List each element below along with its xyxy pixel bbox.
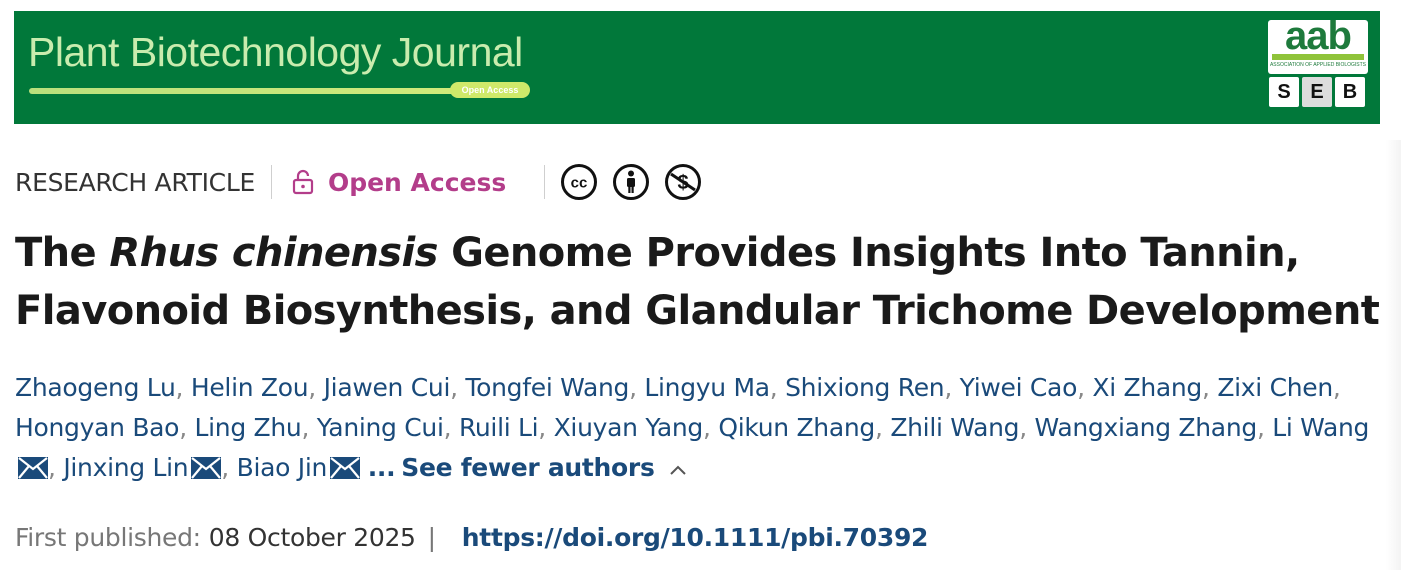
author-link[interactable]: Zhaogeng Lu bbox=[15, 373, 176, 402]
seb-letter-b: B bbox=[1335, 77, 1365, 107]
aab-logo[interactable]: aab ASSOCIATION OF APPLIED BIOLOGISTS bbox=[1268, 14, 1368, 74]
author-separator: , bbox=[1077, 373, 1085, 402]
author-link[interactable]: Xi Zhang bbox=[1092, 373, 1202, 402]
open-access-tag: Open Access bbox=[450, 82, 530, 98]
publication-divider: | bbox=[427, 523, 436, 552]
author-separator: , bbox=[1202, 373, 1210, 402]
author-link[interactable]: Yiwei Cao bbox=[959, 373, 1078, 402]
author-separator: , bbox=[450, 373, 458, 402]
author-link[interactable]: Helin Zou bbox=[190, 373, 309, 402]
author-separator: , bbox=[1019, 413, 1027, 442]
author-list: Zhaogeng Lu, Helin Zou, Jiawen Cui, Tong… bbox=[15, 368, 1395, 491]
non-commercial-icon[interactable]: $ bbox=[664, 163, 702, 201]
chevron-up-icon[interactable] bbox=[669, 448, 687, 488]
author-separator: , bbox=[443, 413, 452, 442]
meta-divider bbox=[270, 165, 272, 199]
author-separator: , bbox=[301, 413, 310, 442]
author-link[interactable]: Ling Zhu bbox=[194, 413, 302, 442]
author-separator: , bbox=[538, 413, 546, 442]
title-prefix: The bbox=[15, 230, 110, 276]
article-type: RESEARCH ARTICLE bbox=[15, 167, 255, 197]
author-names: Zhaogeng Lu, Helin Zou, Jiawen Cui, Tong… bbox=[15, 373, 1341, 442]
author-separator: , bbox=[308, 373, 316, 402]
author-separator: , bbox=[221, 453, 229, 482]
author-separator: , bbox=[1332, 373, 1341, 402]
cc-icon[interactable]: cc bbox=[560, 163, 598, 201]
author-link[interactable]: Biao Jin bbox=[236, 453, 328, 482]
aab-logo-subtitle: ASSOCIATION OF APPLIED BIOLOGISTS bbox=[1269, 62, 1367, 68]
open-access-label[interactable]: Open Access bbox=[327, 167, 507, 197]
right-edge-shadow bbox=[1386, 140, 1401, 570]
aab-logo-bar bbox=[1272, 54, 1364, 60]
publication-date: 08 October 2025 bbox=[208, 523, 416, 552]
author-link[interactable]: Xiuyan Yang bbox=[553, 413, 704, 442]
seb-logo[interactable]: S E B bbox=[1269, 77, 1365, 107]
svg-text:cc: cc bbox=[571, 175, 588, 192]
seb-letter-e: E bbox=[1302, 77, 1332, 107]
envelope-icon[interactable] bbox=[330, 451, 361, 491]
title-species: Rhus chinensis bbox=[109, 230, 438, 276]
doi-link[interactable]: https://doi.org/10.1111/pbi.70392 bbox=[461, 523, 929, 552]
author-link[interactable]: Lingyu Ma bbox=[644, 373, 770, 402]
author-separator: , bbox=[175, 373, 184, 402]
author-separator: , bbox=[944, 373, 952, 402]
author-link[interactable]: Qikun Zhang bbox=[718, 413, 875, 442]
aab-logo-text: aab bbox=[1285, 14, 1352, 58]
author-link[interactable]: Jinxing Lin bbox=[63, 453, 189, 482]
author-separator: , bbox=[703, 413, 711, 442]
by-attribution-icon[interactable] bbox=[612, 163, 650, 201]
author-separator: , bbox=[48, 453, 56, 482]
license-icons[interactable]: cc $ bbox=[560, 163, 702, 201]
author-separator: , bbox=[1256, 413, 1265, 442]
envelope-icon[interactable] bbox=[18, 451, 48, 491]
author-separator: , bbox=[875, 413, 883, 442]
author-link[interactable]: Ruili Li bbox=[458, 413, 539, 442]
journal-banner[interactable]: Plant Biotechnology Journal Open Access … bbox=[14, 11, 1380, 124]
see-fewer-authors-link[interactable]: See fewer authors bbox=[401, 453, 655, 482]
author-link[interactable]: Yaning Cui bbox=[316, 413, 444, 442]
journal-underline bbox=[29, 88, 527, 94]
author-link[interactable]: Jiawen Cui bbox=[323, 373, 451, 402]
title-rest: Genome Provides Insights Into Tannin, Fl… bbox=[15, 230, 1380, 334]
author-ellipsis: ... bbox=[367, 453, 396, 482]
author-link[interactable]: Shixiong Ren bbox=[785, 373, 945, 402]
author-link[interactable]: Li Wang bbox=[1272, 413, 1370, 442]
lock-open-icon bbox=[292, 169, 314, 195]
author-separator: , bbox=[769, 373, 778, 402]
author-separator: , bbox=[179, 413, 187, 442]
seb-letter-s: S bbox=[1269, 77, 1299, 107]
publication-info: First published: 08 October 2025 | https://… bbox=[15, 520, 928, 556]
author-link[interactable]: Zhili Wang bbox=[890, 413, 1020, 442]
envelope-icon[interactable] bbox=[191, 451, 222, 491]
first-published-label: First published: bbox=[15, 523, 201, 552]
author-link[interactable]: Hongyan Bao bbox=[15, 413, 180, 442]
journal-name: Plant Biotechnology Journal bbox=[28, 29, 523, 75]
article-title: The Rhus chinensis Genome Provides Insig… bbox=[15, 224, 1395, 340]
author-link[interactable]: Wangxiang Zhang bbox=[1034, 413, 1258, 442]
author-separator: , bbox=[629, 373, 637, 402]
author-link[interactable]: Zixi Chen bbox=[1217, 373, 1333, 402]
article-meta-row: RESEARCH ARTICLE Open Access cc bbox=[15, 162, 702, 202]
author-link[interactable]: Tongfei Wang bbox=[465, 373, 630, 402]
meta-divider bbox=[544, 165, 546, 199]
